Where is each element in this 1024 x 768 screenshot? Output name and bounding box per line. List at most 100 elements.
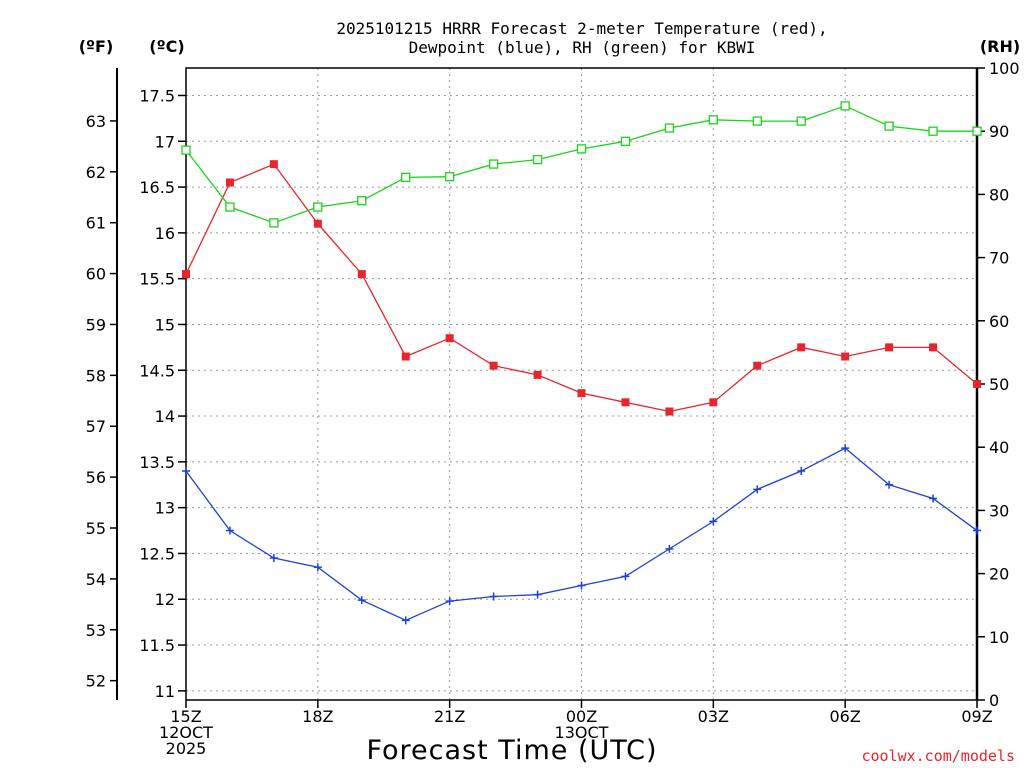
x-tick-label: 03Z [698,707,729,726]
rh-unit-label: (RH) [980,37,1020,56]
fahrenheit-tick-label: 54 [86,570,106,589]
rh-tick-label: 0 [989,691,999,710]
temperature-point [401,352,410,361]
rh-point [972,126,982,136]
temperature-point [445,334,454,343]
celsius-tick-label: 15 [155,315,175,334]
grid [186,68,977,700]
rh-tick-label: 40 [989,438,1009,457]
rh-point [664,123,675,133]
temperature-point [841,352,850,361]
rh-series [181,101,982,228]
rh-point [357,196,367,206]
x-tick-label: 15Z [170,707,201,726]
dewpoint-point [445,597,454,606]
celsius-tick-label: 15.5 [139,270,175,289]
fahrenheit-tick-label: 52 [86,672,106,691]
celsius-tick-label: 14 [155,407,175,426]
temperature-point [797,343,806,352]
celsius-tick-label: 16.5 [139,178,175,197]
temperature-point [269,160,278,169]
rh-tick-label: 50 [989,375,1009,394]
celsius-tick-label: 13.5 [139,453,175,472]
temperature-point [665,407,674,416]
chart-title-line2: Dewpoint (blue), RH (green) for KBWI [409,38,756,57]
celsius-tick-label: 16 [155,224,175,243]
temperature-point [313,219,322,228]
dewpoint-point [533,590,542,599]
temperature-point [225,178,234,187]
x-tick-label: 2025 [166,739,207,758]
dewpoint-point [929,494,938,503]
dewpoint-series [182,444,981,625]
temperature-point [357,270,366,279]
dewpoint-point [182,467,190,476]
rh-tick-label: 90 [989,122,1009,141]
fahrenheit-tick-label: 59 [86,315,106,334]
dewpoint-line [185,447,978,622]
rh-point [269,218,279,228]
celsius-tick-label: 12.5 [139,544,175,563]
dewpoint-point [665,544,674,553]
rh-point [840,101,850,111]
credit-text: coolwx.com/models [861,747,1015,765]
temperature-series [182,160,981,416]
rh-tick-label: 100 [989,59,1020,78]
celsius-tick-label: 11.5 [139,636,175,655]
dewpoint-point [489,592,498,601]
dewpoint-point [797,467,806,476]
x-tick-label: 06Z [830,707,861,726]
dewpoint-point [313,563,322,572]
dewpoint-point [357,596,366,605]
fahrenheit-tick-label: 57 [86,417,106,436]
fahrenheit-tick-label: 60 [86,265,106,284]
rh-point [752,116,762,126]
rh-point [708,115,718,125]
temperature-point [182,270,190,279]
rh-point [796,116,806,126]
rh-point [445,172,455,182]
dewpoint-point [577,581,586,590]
fahrenheit-tick-label: 56 [86,468,106,487]
x-tick-label: 13OCT [555,723,609,742]
rh-tick-label: 70 [989,249,1009,268]
fahrenheit-tick-label: 62 [86,163,106,182]
x-axis-label: Forecast Time (UTC) [366,735,657,766]
temperature-point [621,398,630,407]
rh-point [181,145,191,155]
chart-title-line1: 2025101215 HRRR Forecast 2-meter Tempera… [336,19,827,38]
plot-frame [185,67,978,701]
rh-point [884,121,894,131]
temperature-point [577,389,586,398]
rh-point [620,136,631,146]
rh-point [313,202,323,212]
rh-point [928,126,938,136]
temperature-point [885,343,894,352]
dewpoint-point [269,554,278,563]
temperature-point [929,343,938,352]
rh-point [576,144,587,154]
dewpoint-point [709,517,718,526]
celsius-tick-label: 12 [155,590,175,609]
x-tick-label: 18Z [302,707,333,726]
rh-tick-label: 20 [989,565,1009,584]
dewpoint-point [621,572,630,581]
celsius-tick-label: 13 [155,499,175,518]
celsius-tick-label: 17 [155,132,175,151]
x-tick-label: 21Z [434,707,465,726]
fahrenheit-tick-label: 63 [86,112,106,131]
series-group [181,101,982,625]
dewpoint-point [753,485,762,494]
temperature-point [533,370,542,379]
dewpoint-point [973,526,981,535]
x-tick-label: 09Z [961,707,992,726]
rh-tick-label: 60 [989,312,1009,331]
celsius-tick-label: 11 [155,682,175,701]
celsius-tick-label: 14.5 [139,361,175,380]
temperature-point [973,380,981,388]
x-tick-label: 12OCT [159,723,213,742]
dewpoint-point [225,526,234,535]
rh-point [225,202,235,212]
